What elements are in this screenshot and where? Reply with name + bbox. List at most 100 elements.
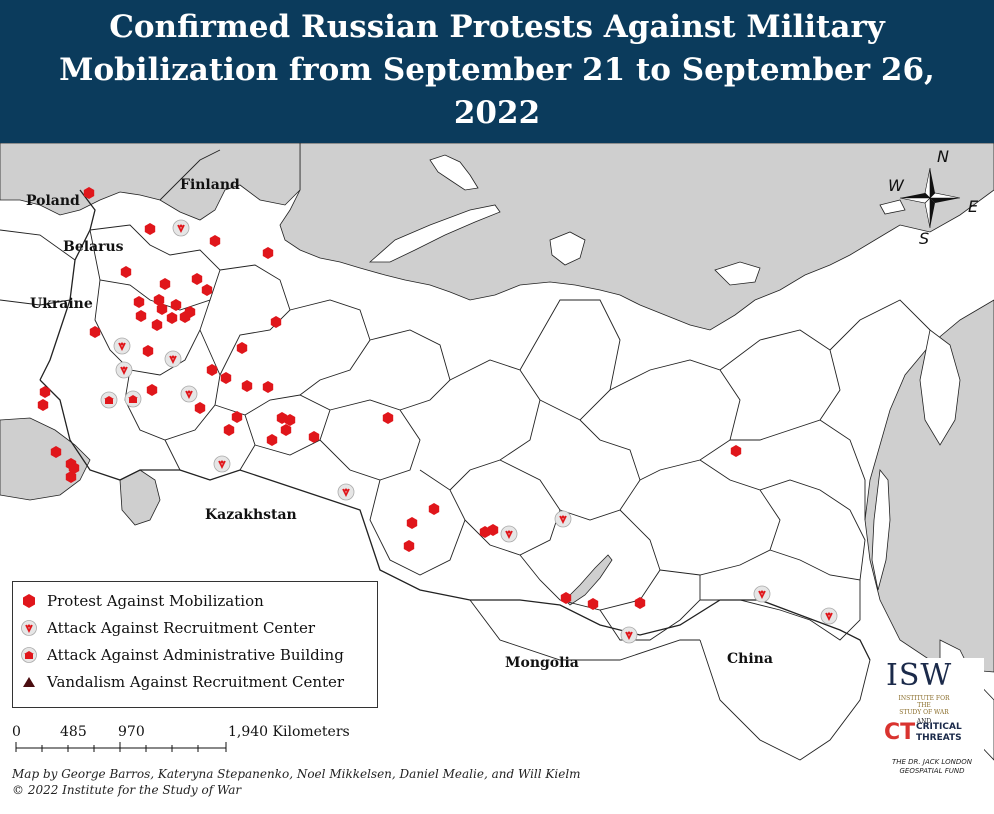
scale-0: 0: [12, 724, 21, 740]
sakhalin: [871, 469, 891, 591]
protest-marker: [39, 386, 51, 398]
protest-marker: [68, 462, 80, 474]
credit-copyright: © 2022 Institute for the Study of War: [12, 783, 242, 797]
recruitment-attack-marker: [213, 455, 231, 473]
event-markers: [37, 187, 838, 644]
recruitment-attack-marker: [820, 607, 838, 625]
protest-marker: [144, 223, 156, 235]
admin-building-icon: [21, 647, 37, 663]
protest-marker: [201, 284, 213, 296]
compass-n: N: [937, 147, 949, 166]
protest-marker: [634, 597, 646, 609]
caspian-sea: [119, 469, 161, 526]
isw-sub2: STUDY OF WAR: [899, 709, 949, 716]
logos: ISW INSTITUTE FOR THE STUDY OF WAR AND C…: [880, 658, 984, 786]
protest-marker: [403, 540, 415, 552]
scale-bar: [15, 742, 227, 752]
protest-marker: [151, 319, 163, 331]
severnaya-zemlya: [549, 231, 586, 266]
logo-and: AND: [916, 718, 932, 725]
legend-recruitment-label: Attack Against Recruitment Center: [47, 619, 316, 637]
protest-marker: [223, 424, 235, 436]
russia-southern-border: [39, 379, 871, 661]
label-poland: Poland: [26, 193, 80, 209]
protest-marker: [479, 526, 491, 538]
recruitment-attack-marker: [554, 510, 572, 528]
protest-marker: [89, 326, 101, 338]
credit-authors: Map by George Barros, Kateryna Stepanenk…: [12, 767, 581, 781]
protest-marker: [241, 380, 253, 392]
scale-1940: 1,940 Kilometers: [228, 724, 350, 740]
neighbor-borders: [0, 149, 871, 761]
scale-485: 485: [60, 724, 87, 740]
recruitment-attack-marker: [337, 483, 355, 501]
critical-threats-words: CRITICAL THREATS: [916, 722, 962, 744]
protest-marker: [135, 310, 147, 322]
header-banner: Confirmed Russian Protests Against Milit…: [0, 0, 994, 143]
isw-sub1: INSTITUTE FOR THE: [898, 695, 950, 709]
label-ukraine: Ukraine: [30, 296, 93, 312]
protest-marker: [179, 311, 191, 323]
protest-marker: [65, 471, 77, 483]
protest-marker: [220, 372, 232, 384]
protest-marker: [194, 402, 206, 414]
protest-marker: [270, 316, 282, 328]
protest-marker: [206, 364, 218, 376]
protest-marker: [209, 235, 221, 247]
vandalism-triangle-icon: [23, 677, 35, 687]
protest-marker: [280, 424, 292, 436]
legend-protest: Protest Against Mobilization: [21, 590, 264, 612]
baltic-sea: [0, 143, 301, 221]
franz-josef: [429, 154, 479, 191]
novaya-zemlya: [368, 204, 501, 263]
map-credit: Map by George Barros, Kateryna Stepanenk…: [12, 766, 581, 798]
new-siberian-islands: [714, 261, 761, 286]
protest-marker: [262, 381, 274, 393]
region-borders: [89, 224, 931, 641]
protest-marker: [133, 296, 145, 308]
protest-marker: [153, 294, 165, 306]
recruitment-attack-marker: [620, 626, 638, 644]
kamchatka: [919, 329, 961, 446]
protest-marker: [191, 273, 203, 285]
protest-marker: [120, 266, 132, 278]
protest-marker: [266, 434, 278, 446]
protest-marker: [146, 384, 158, 396]
protest-marker: [560, 592, 572, 604]
recruitment-attack-marker: [500, 525, 518, 543]
isw-subtitle: INSTITUTE FOR THE STUDY OF WAR AND: [894, 695, 954, 725]
russia-western-border: [39, 189, 96, 381]
protest-marker: [730, 445, 742, 457]
protest-marker: [50, 446, 62, 458]
ct-word2: THREATS: [916, 733, 962, 743]
label-mongolia: Mongolia: [505, 655, 579, 671]
compass-s: S: [919, 229, 930, 248]
map-legend: Protest Against Mobilization Attack Agai…: [12, 581, 378, 708]
recruitment-attack-marker: [115, 361, 133, 379]
wrangel: [879, 199, 906, 215]
protest-icon: [23, 594, 35, 608]
protest-marker: [159, 278, 171, 290]
protest-marker: [308, 431, 320, 443]
label-finland: Finland: [180, 177, 240, 193]
protest-marker: [587, 598, 599, 610]
ct-word1: CRITICAL: [916, 722, 962, 732]
lake-baikal: [564, 554, 613, 606]
admin-building-attack-marker: [100, 391, 118, 409]
compass-rose-icon: [899, 167, 961, 229]
recruitment-attack-marker: [753, 585, 771, 603]
protest-marker: [406, 517, 418, 529]
label-kazakhstan: Kazakhstan: [205, 507, 297, 523]
isw-logo: ISW: [886, 658, 953, 693]
critical-threats-logo: CT: [884, 720, 916, 745]
protest-marker: [487, 524, 499, 536]
protest-marker: [37, 399, 49, 411]
protest-marker: [284, 414, 296, 426]
legend-admin: Attack Against Administrative Building: [21, 644, 344, 666]
recruitment-attack-marker: [113, 337, 131, 355]
map-canvas: [0, 143, 994, 814]
legend-recruitment: Attack Against Recruitment Center: [21, 617, 315, 639]
admin-building-attack-marker: [124, 390, 142, 408]
protest-marker: [382, 412, 394, 424]
compass-w: W: [888, 176, 904, 195]
